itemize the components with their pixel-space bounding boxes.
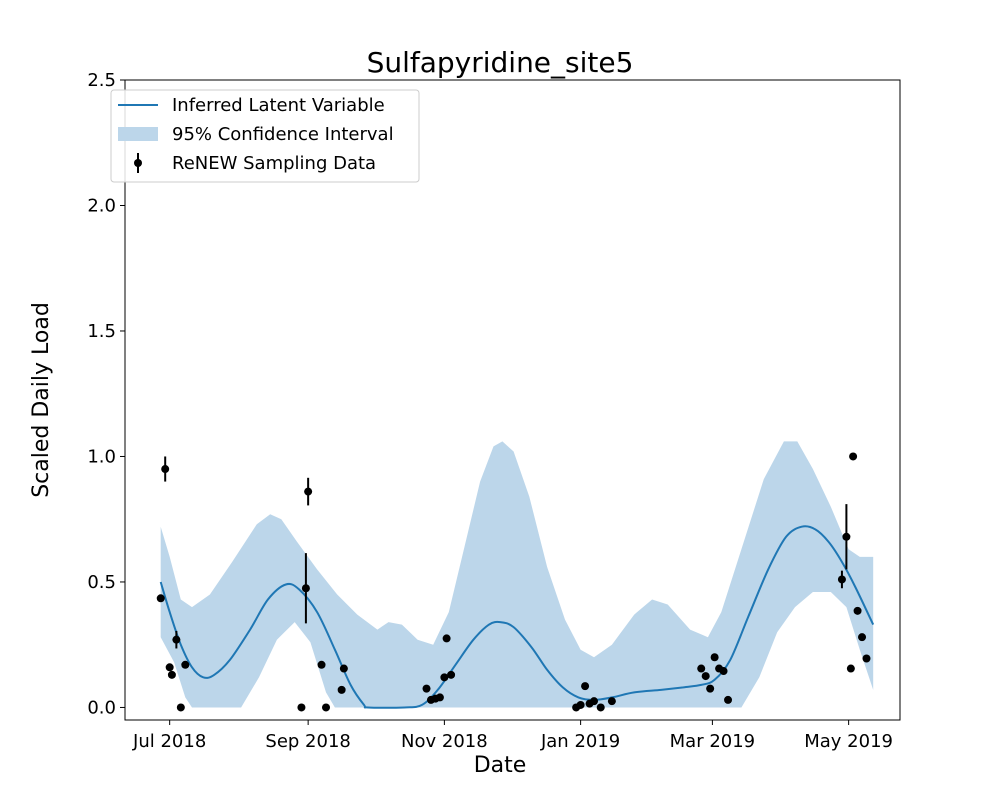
- y-tick-label: 0.0: [87, 697, 116, 718]
- sample-point: [596, 703, 605, 712]
- sample-point: [442, 634, 451, 643]
- sample-point: [301, 584, 310, 593]
- legend-label-latent: Inferred Latent Variable: [172, 95, 385, 116]
- sample-point: [590, 697, 599, 706]
- sample-point: [853, 606, 862, 615]
- sample-point: [165, 663, 174, 672]
- sample-point: [167, 670, 176, 679]
- tick-layer: Jul 2018 Sep 2018 Nov 2018 Jan 2019 Mar 2019…: [87, 70, 893, 752]
- sample-point: [706, 684, 715, 693]
- sample-point: [581, 682, 590, 691]
- sample-point: [422, 684, 431, 693]
- sample-point: [576, 700, 585, 709]
- latent-variable-line: [159, 525, 875, 709]
- y-tick-label: 0.5: [87, 572, 116, 593]
- x-tick-label: Sep 2018: [265, 731, 350, 752]
- sample-point: [858, 633, 867, 642]
- sample-point: [849, 452, 858, 461]
- sample-point: [176, 703, 185, 712]
- sample-point: [862, 654, 871, 663]
- plot-frame: [124, 79, 901, 721]
- x-tick-label: Jan 2019: [540, 731, 620, 752]
- x-axis-label: Date: [474, 753, 527, 778]
- sample-point: [156, 594, 165, 603]
- sample-point: [842, 532, 851, 541]
- sample-point: [697, 664, 706, 673]
- x-tick-label: May 2019: [804, 731, 893, 752]
- legend-box: [110, 89, 420, 183]
- sample-point: [181, 660, 190, 669]
- x-tick-label: Jul 2018: [132, 731, 206, 752]
- legend-label-ci: 95% Confidence Interval: [172, 124, 394, 145]
- plot-layer: [156, 441, 875, 712]
- sample-point: [161, 465, 170, 474]
- sample-point: [846, 664, 855, 673]
- legend-label-data: ReNEW Sampling Data: [172, 153, 376, 174]
- confidence-band: [160, 441, 874, 708]
- legend: Inferred Latent Variable 95% Confidence …: [110, 89, 420, 183]
- y-tick-label: 1.5: [87, 321, 116, 342]
- y-axis-label: Scaled Daily Load: [29, 302, 54, 498]
- sample-point: [607, 697, 616, 706]
- sample-point: [837, 575, 846, 584]
- sample-point: [710, 653, 719, 662]
- sample-point: [701, 672, 710, 681]
- x-tick-label: Mar 2019: [670, 731, 756, 752]
- y-tick-label: 1.0: [87, 446, 116, 467]
- sample-point: [304, 487, 313, 496]
- sample-point: [317, 660, 326, 669]
- sample-point: [719, 667, 728, 676]
- sample-point: [337, 685, 346, 694]
- sample-point: [172, 635, 181, 644]
- sample-point: [724, 695, 733, 704]
- sample-point: [440, 673, 449, 682]
- sample-point: [322, 703, 331, 712]
- sample-point: [297, 703, 306, 712]
- x-tick-label: Nov 2018: [401, 731, 488, 752]
- y-tick-label: 2.0: [87, 195, 116, 216]
- legend-band-swatch: [118, 127, 158, 141]
- sample-point: [339, 664, 348, 673]
- chart-title: Sulfapyridine_site5: [367, 46, 634, 79]
- y-tick-label: 2.5: [87, 70, 116, 91]
- sample-point: [447, 670, 456, 679]
- sample-point: [435, 693, 444, 702]
- legend-point-swatch: [134, 159, 142, 167]
